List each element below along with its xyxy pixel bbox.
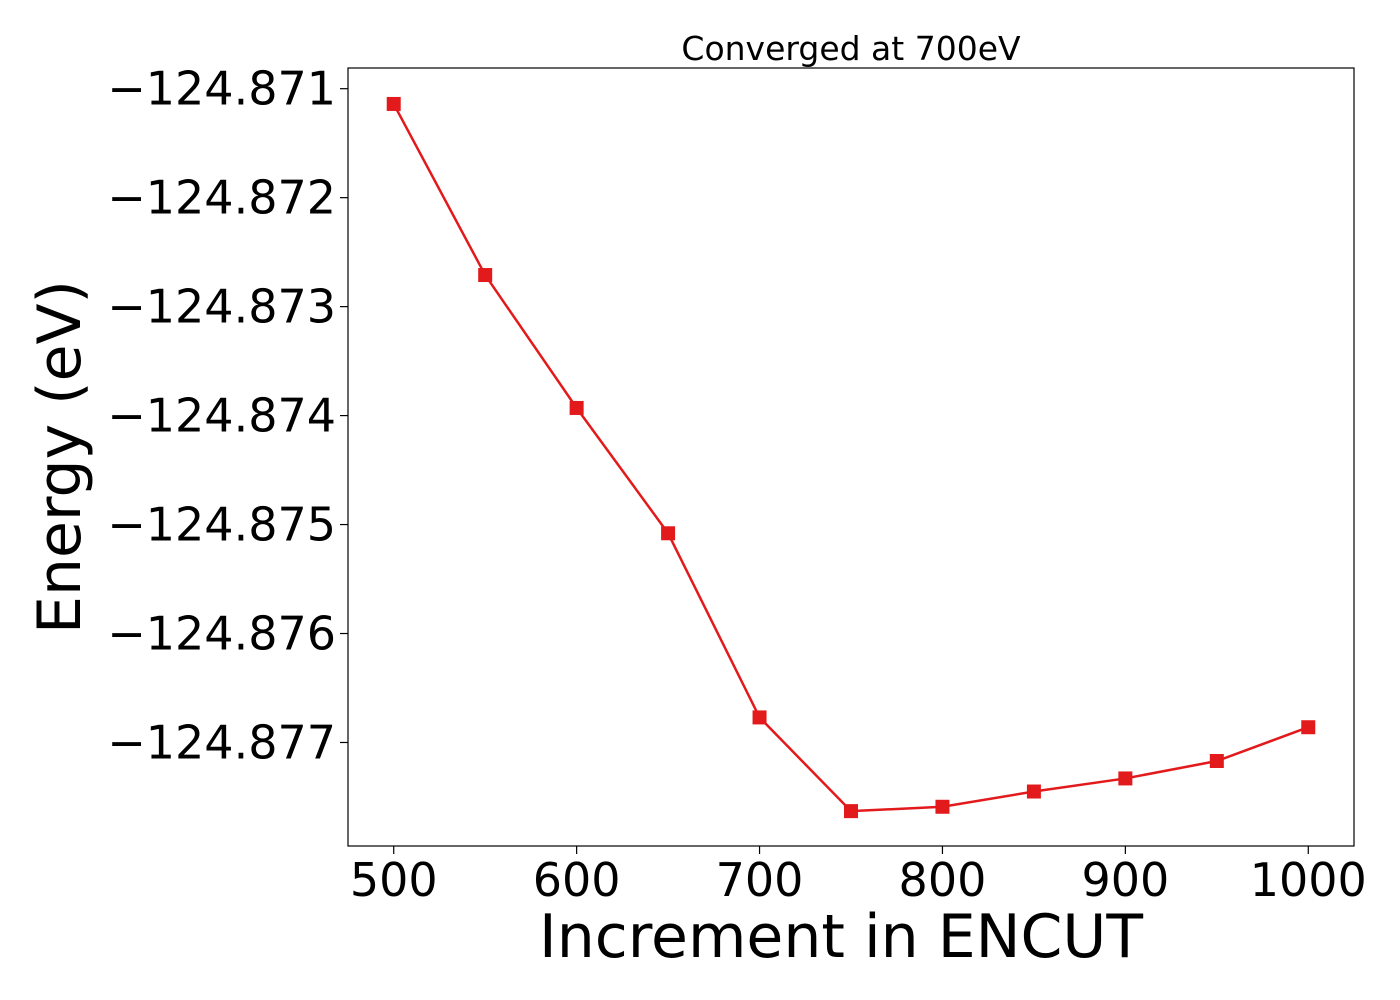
data-point — [844, 804, 858, 819]
x-tick-label: 900 — [1081, 853, 1169, 907]
x-axis-label: Increment in ENCUT — [539, 902, 1143, 972]
y-tick-label: −124.871 — [107, 62, 336, 116]
data-point — [478, 268, 493, 283]
y-tick-label: −124.872 — [107, 171, 336, 225]
data-point — [1209, 754, 1224, 769]
data-point — [1026, 784, 1041, 799]
data-point — [935, 799, 950, 814]
data-point — [1301, 720, 1316, 735]
y-tick-label: −124.873 — [107, 280, 336, 334]
y-axis: −124.871 −124.872 −124.873 −124.874 −124.875… — [107, 62, 348, 769]
y-axis-label: Energy (eV) — [25, 280, 95, 634]
plot-area — [347, 67, 1355, 847]
y-tick-label: −124.876 — [107, 607, 336, 661]
x-tick-label: 600 — [533, 853, 621, 907]
data-point — [386, 96, 401, 111]
data-point — [569, 400, 584, 415]
x-tick-label: 800 — [899, 853, 987, 907]
data-point — [1118, 771, 1133, 786]
y-tick-label: −124.875 — [107, 498, 336, 552]
data-point — [752, 710, 767, 725]
y-tick-label: −124.877 — [107, 715, 336, 769]
y-tick-label: −124.874 — [107, 389, 336, 443]
data-point — [661, 526, 676, 541]
x-tick-label: 1000 — [1250, 853, 1367, 907]
x-axis: 500 600 700 800 900 1000 — [350, 846, 1367, 907]
x-tick-label: 700 — [716, 853, 804, 907]
x-tick-label: 500 — [350, 853, 438, 907]
chart-title: Converged at 700eV — [681, 29, 1021, 68]
series-layer — [386, 96, 1316, 819]
